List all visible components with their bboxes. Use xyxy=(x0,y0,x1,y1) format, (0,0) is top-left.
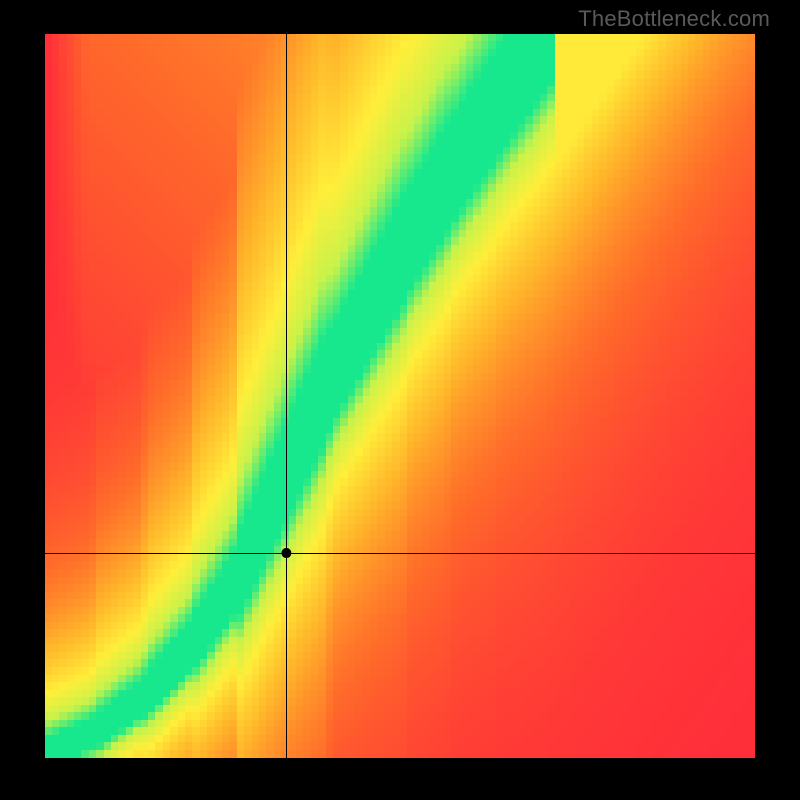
chart-container: TheBottleneck.com xyxy=(0,0,800,800)
bottleneck-heatmap xyxy=(45,34,755,758)
watermark-text: TheBottleneck.com xyxy=(578,6,770,32)
